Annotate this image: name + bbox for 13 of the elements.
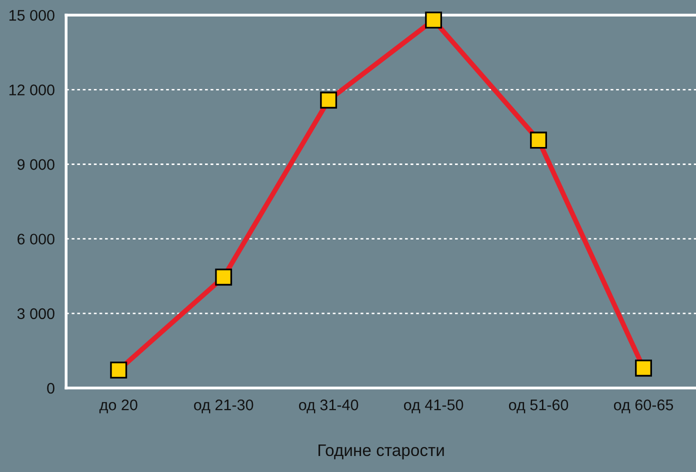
y-tick-label: 9 000 (17, 159, 54, 170)
x-tick-label: од 41-50 (404, 400, 464, 414)
y-tick-label: 15 000 (9, 10, 54, 21)
x-tick-label: од 21-30 (194, 400, 254, 414)
x-axis-title: Године старости (318, 444, 444, 460)
y-tick-label: 12 000 (9, 84, 54, 96)
x-tick-label: од 60-65 (614, 400, 674, 414)
y-tick-label: 0 (47, 382, 54, 394)
x-tick-label: до 20 (99, 400, 138, 414)
y-tick-label: 6 000 (18, 234, 54, 245)
y-tick-label: 3 000 (17, 308, 54, 320)
x-tick-label: од 51-60 (508, 400, 568, 414)
x-tick-label: од 31-40 (299, 400, 358, 414)
